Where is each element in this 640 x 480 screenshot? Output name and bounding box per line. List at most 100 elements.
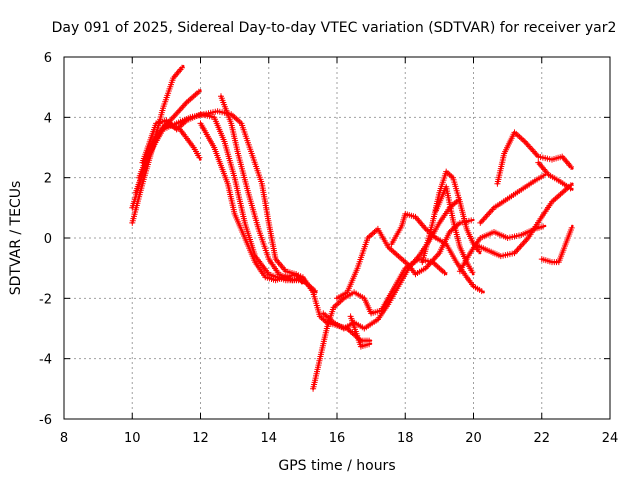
- plus-markers: [450, 216, 463, 248]
- plus-markers: [228, 120, 241, 155]
- plus-markers: [330, 296, 346, 311]
- plus-markers: [272, 256, 288, 273]
- plus-markers: [289, 274, 304, 284]
- plus-markers: [422, 251, 441, 272]
- plus-markers: [173, 118, 189, 133]
- plus-markers: [549, 259, 560, 266]
- plus-markers: [218, 93, 234, 125]
- series-sat-6: [197, 120, 373, 344]
- plus-markers: [525, 215, 544, 241]
- plus-markers: [477, 229, 495, 241]
- plus-markers: [521, 138, 540, 158]
- plus-markers: [504, 188, 523, 202]
- x-tick-label: 22: [533, 431, 550, 446]
- x-tick-label: 10: [124, 431, 141, 446]
- plus-markers: [238, 120, 254, 155]
- plus-markers: [235, 150, 251, 194]
- plus-markers: [518, 179, 536, 193]
- series-sat-11: [347, 313, 373, 350]
- plus-markers: [501, 131, 517, 157]
- plus-markers: [562, 224, 575, 247]
- plus-markers: [211, 144, 230, 185]
- plus-markers: [190, 144, 203, 161]
- plus-markers: [450, 174, 463, 203]
- x-tick-label: 16: [329, 431, 346, 446]
- plus-markers: [361, 295, 374, 315]
- series-line: [537, 161, 574, 191]
- plus-markers: [293, 271, 304, 280]
- plus-markers: [262, 274, 277, 283]
- plus-markers: [491, 229, 509, 241]
- plus-markers: [443, 183, 456, 221]
- plus-markers: [405, 262, 418, 276]
- plus-markers: [470, 241, 489, 253]
- plus-markers: [395, 267, 411, 290]
- x-tick-label: 24: [602, 431, 619, 446]
- plus-markers: [385, 244, 400, 258]
- plus-markers: [549, 191, 564, 205]
- plus-markers: [392, 267, 408, 290]
- plus-markers: [276, 271, 294, 283]
- plus-markers: [320, 310, 335, 324]
- series-sat-1: [129, 64, 185, 226]
- plus-markers: [511, 129, 526, 143]
- plus-markers: [163, 117, 178, 131]
- series-layer: [129, 64, 575, 392]
- plus-markers: [378, 285, 397, 314]
- plus-markers: [347, 313, 364, 348]
- plus-markers: [231, 210, 247, 239]
- plus-markers: [136, 140, 155, 181]
- plus-markers: [419, 222, 435, 266]
- plus-markers: [504, 232, 522, 241]
- plus-markers: [538, 200, 554, 220]
- plus-markers: [129, 182, 145, 226]
- series-sat-16: [477, 172, 547, 226]
- plus-markers: [535, 159, 551, 176]
- series-sat-9: [320, 197, 462, 332]
- plus-markers: [340, 290, 355, 302]
- plus-markers: [211, 114, 227, 143]
- series-line: [322, 197, 461, 330]
- plus-markers: [316, 327, 330, 362]
- plus-markers: [139, 122, 159, 166]
- plus-markers: [456, 198, 470, 230]
- plus-markers: [310, 289, 323, 318]
- plus-markers: [160, 77, 176, 112]
- plus-markers: [334, 290, 349, 302]
- plus-markers: [545, 171, 560, 183]
- series-sat-8: [310, 256, 448, 392]
- plus-markers: [531, 172, 547, 184]
- x-axis-label: GPS time / hours: [278, 458, 395, 474]
- plus-markers: [402, 210, 417, 220]
- plus-markers: [374, 225, 391, 248]
- plus-markers: [470, 283, 485, 295]
- x-tick-label: 14: [260, 431, 277, 446]
- plus-markers: [354, 237, 370, 272]
- x-tick-label: 20: [465, 431, 482, 446]
- plus-markers: [330, 319, 345, 331]
- plus-markers: [412, 266, 427, 278]
- plus-markers: [241, 235, 258, 264]
- plus-markers: [559, 153, 574, 170]
- plus-markers: [443, 168, 455, 180]
- plus-markers: [153, 118, 168, 127]
- plus-markers: [344, 267, 360, 296]
- plus-markers: [368, 308, 383, 317]
- x-tick-label: 8: [60, 431, 68, 446]
- y-tick-label: -2: [39, 292, 52, 307]
- chart-title: Day 091 of 2025, Sidereal Day-to-day VTE…: [52, 20, 617, 36]
- plus-markers: [351, 289, 366, 301]
- plus-markers: [385, 285, 401, 308]
- plus-markers: [555, 243, 568, 266]
- series-sat-7: [218, 93, 304, 284]
- plus-markers: [494, 152, 507, 187]
- plus-markers: [497, 250, 516, 260]
- plus-markers: [412, 213, 428, 231]
- plus-markers: [477, 206, 496, 226]
- plus-markers: [231, 174, 248, 224]
- plus-markers: [549, 154, 564, 163]
- series-sat-12: [388, 210, 485, 295]
- plus-markers: [357, 341, 373, 350]
